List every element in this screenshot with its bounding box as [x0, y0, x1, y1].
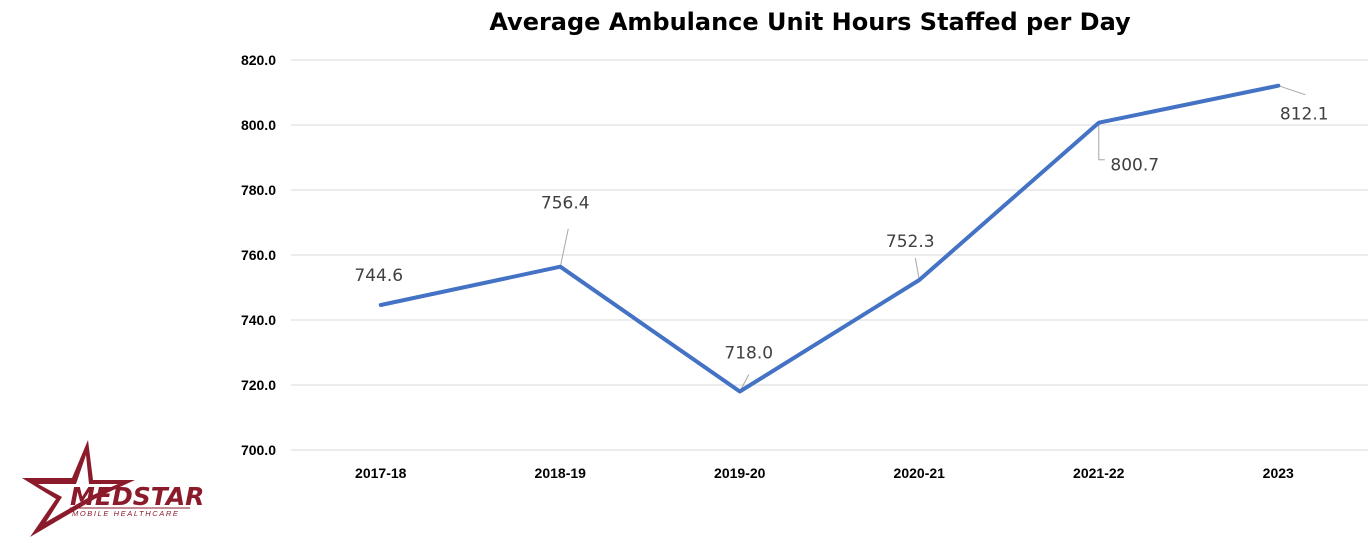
y-tick-label: 800.0 [241, 117, 276, 133]
data-label-leader [1098, 122, 1105, 161]
data-label-leader [559, 228, 569, 267]
x-tick-label: 2020-21 [894, 465, 946, 481]
y-tick-label: 760.0 [241, 247, 276, 263]
data-label: 744.6 [354, 266, 403, 286]
y-tick-label: 740.0 [241, 312, 276, 328]
x-axis-ticks: 2017-18 2018-19 2019-20 2020-21 2021-22 2023 [355, 465, 1294, 481]
y-tick-label: 780.0 [241, 182, 276, 198]
y-axis-ticks: 700.0 720.0 740.0 760.0 780.0 800.0 820.0 [241, 52, 276, 458]
data-label: 752.3 [886, 232, 935, 252]
data-label: 756.4 [541, 194, 590, 214]
gridlines [291, 59, 1368, 451]
logo-tagline: MOBILE HEALTHCARE [72, 509, 180, 518]
x-tick-label: 2021-22 [1073, 465, 1125, 481]
series-line [378, 83, 1281, 394]
x-tick-label: 2023 [1263, 465, 1294, 481]
data-labels: 744.6 756.4 718.0 752.3 800.7 812.1 [354, 105, 1328, 364]
data-label-leaders [559, 85, 1306, 392]
data-label-leader [1278, 85, 1306, 96]
x-tick-label: 2019-20 [714, 465, 766, 481]
logo-star-inner-icon [38, 455, 118, 522]
logo-wordmark: MEDSTAR [70, 482, 204, 511]
y-tick-label: 700.0 [241, 442, 276, 458]
chart-title: Average Ambulance Unit Hours Staffed per… [489, 8, 1131, 36]
x-tick-label: 2017-18 [355, 465, 407, 481]
x-tick-label: 2018-19 [535, 465, 587, 481]
y-tick-label: 720.0 [241, 377, 276, 393]
data-label: 812.1 [1280, 105, 1329, 125]
data-label: 800.7 [1110, 156, 1159, 176]
data-label-leader [914, 257, 920, 281]
y-tick-label: 820.0 [241, 52, 276, 68]
medstar-logo: MEDSTAR MOBILE HEALTHCARE [22, 440, 204, 537]
data-label: 718.0 [724, 344, 773, 364]
